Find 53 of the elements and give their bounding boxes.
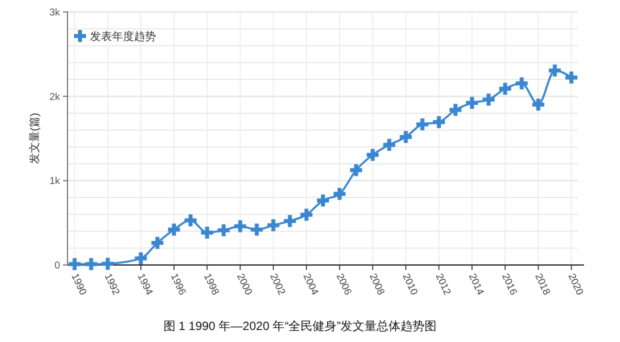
- point: [482, 94, 495, 106]
- point: [565, 71, 578, 84]
- y-tick-label: 3k: [49, 8, 61, 18]
- point: [317, 194, 329, 206]
- point: [300, 208, 312, 221]
- point: [250, 224, 263, 236]
- point: [218, 224, 230, 236]
- point: [548, 64, 561, 77]
- x-tick-label: 2012: [433, 272, 453, 298]
- x-tick-label: 1990: [68, 272, 88, 298]
- point: [400, 130, 412, 143]
- point: [168, 224, 180, 236]
- point: [234, 220, 246, 232]
- x-tick-label: 2002: [267, 272, 287, 298]
- x-tick-label: 2016: [499, 272, 519, 298]
- point: [532, 98, 544, 111]
- point: [350, 164, 362, 176]
- point: [334, 188, 346, 200]
- legend-label: 发表年度趋势: [90, 30, 156, 43]
- point: [151, 236, 164, 249]
- x-tick-label: 2004: [300, 272, 320, 298]
- point: [383, 138, 396, 151]
- point: [466, 96, 478, 109]
- point: [184, 214, 197, 226]
- point: [416, 118, 428, 130]
- x-tick-label: 2008: [366, 272, 386, 298]
- x-tick-label: 2014: [466, 272, 486, 298]
- point: [284, 214, 296, 227]
- x-tick-label: 1996: [168, 272, 188, 298]
- x-tick-label: 2010: [400, 272, 420, 298]
- x-tick-label: 1994: [134, 272, 155, 298]
- point: [102, 258, 114, 270]
- point: [499, 82, 512, 95]
- point: [516, 77, 528, 90]
- y-tick-label: 2k: [49, 92, 61, 103]
- point: [85, 258, 98, 270]
- text: 图 1 1990 年—2020 年“全民健身”发文量总体趋势图: [163, 319, 437, 333]
- point: [201, 226, 214, 239]
- x-tick-label: 1992: [102, 272, 122, 298]
- point: [267, 219, 280, 232]
- point: [68, 258, 81, 270]
- point: [366, 148, 379, 161]
- x-tick-label: 1998: [201, 272, 221, 298]
- point: [432, 116, 445, 128]
- x-tick-label: 2006: [334, 272, 354, 298]
- y-tick-label: 0: [54, 260, 60, 272]
- y-axis-title: 发文量(篇): [28, 112, 41, 164]
- point: [134, 252, 147, 264]
- x-tick-label: 2018: [532, 272, 552, 298]
- y-tick-label: 1k: [49, 176, 61, 188]
- x-tick-label: 2020: [565, 272, 586, 298]
- point: [449, 104, 462, 116]
- x-tick-label: 2000: [234, 272, 254, 298]
